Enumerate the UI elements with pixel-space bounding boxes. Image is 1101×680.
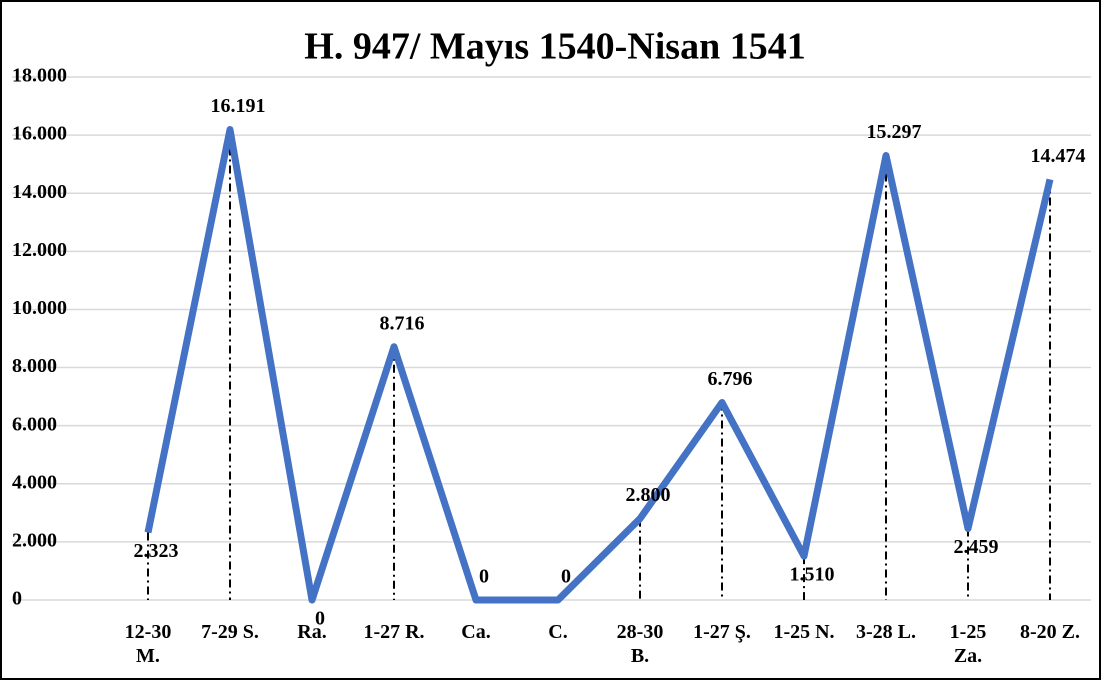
y-tick-label: 4.000 xyxy=(12,471,57,493)
x-tick-label: 1-25 Za. xyxy=(949,621,987,667)
data-label: 14.474 xyxy=(1031,145,1086,167)
data-label: 15.297 xyxy=(867,121,922,143)
data-label: 2.459 xyxy=(954,536,999,558)
x-tick-label: 1-25 N. xyxy=(773,621,835,643)
y-tick-label: 18.000 xyxy=(12,65,67,87)
data-label: 6.796 xyxy=(708,368,753,390)
x-tick-label: 8-20 Z. xyxy=(1020,621,1080,643)
data-label: 8.716 xyxy=(380,312,425,334)
x-tick-label: 1-27 Ş. xyxy=(693,621,751,643)
data-label: 0 xyxy=(479,566,489,588)
y-tick-label: 12.000 xyxy=(12,239,67,261)
y-tick-label: 2.000 xyxy=(12,529,57,551)
data-label: 2.800 xyxy=(626,484,671,506)
y-tick-label: 14.000 xyxy=(12,181,67,203)
y-tick-label: 8.000 xyxy=(12,355,57,377)
x-tick-label: 3-28 L. xyxy=(856,621,916,643)
x-tick-label: 28-30 B. xyxy=(616,621,664,667)
data-label: 0 xyxy=(561,566,571,588)
y-tick-label: 6.000 xyxy=(12,413,57,435)
chart-title: H. 947/ Mayıs 1540-Nisan 1541 xyxy=(304,26,805,68)
x-tick-label: 12-30 M. xyxy=(124,621,172,667)
x-tick-label: Ca. xyxy=(461,621,491,643)
data-label: 2.323 xyxy=(134,540,179,562)
line xyxy=(144,126,1054,604)
x-tick-label: C. xyxy=(548,621,568,643)
data-label: 16.191 xyxy=(211,95,266,117)
y-tick-label: 16.000 xyxy=(12,123,67,145)
y-tick-label: 0 xyxy=(12,588,22,610)
y-tick-label: 10.000 xyxy=(12,297,67,319)
x-tick-label: 1-27 R. xyxy=(363,621,425,643)
data-label: 0 xyxy=(315,608,325,630)
data-label: 1.510 xyxy=(790,564,835,586)
x-tick-label: Ra. xyxy=(297,621,327,643)
x-tick-label: 7-29 S. xyxy=(201,621,259,643)
